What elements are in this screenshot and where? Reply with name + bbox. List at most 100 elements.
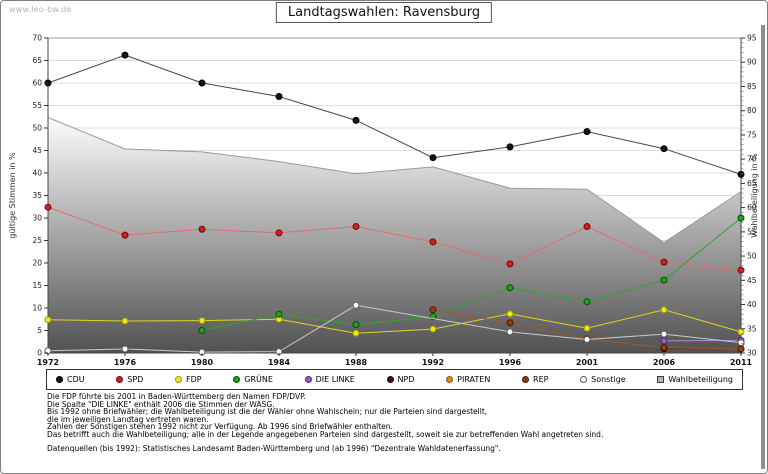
left-axis-title: gültige Stimmen in % [8,152,17,239]
legend-label: REP [533,375,549,384]
point-spd-1980 [198,225,206,233]
legend-label: CDU [67,375,85,384]
year-label: 2006 [653,358,676,367]
legend-item-piraten: PIRATEN [446,375,490,384]
watermark: www.leo-bw.de [9,5,72,14]
year-label: 1984 [268,358,291,367]
right-tick-label: 95 [747,34,757,43]
year-label: 1980 [191,358,214,367]
page-title: Landtagswahlen: Ravensburg [275,2,493,23]
gruene-marker-icon [233,376,241,383]
legend-item-fdp: FDP [175,375,202,384]
point-sonstige-2006 [660,330,668,338]
sonstige-marker-icon [580,376,588,383]
point-gruene-2001 [583,298,591,306]
series-cdu [44,51,745,178]
point-cdu-2006 [660,145,668,153]
footnote-line: die im jeweiligen Landtag vertreten ware… [47,414,209,424]
year-label: 1988 [345,358,368,367]
die-linke-marker-icon [304,376,312,383]
point-fdp-2011 [737,328,745,336]
legend: CDU SPD FDP GRÜNE DIE LINKE NPD PIRATEN REP Sons… [46,369,743,390]
right-tick-label: 85 [747,82,757,91]
npd-marker-icon [386,376,394,383]
point-spd-1992 [429,238,437,246]
window-edge-shadow [761,25,765,469]
fdp-marker-icon [175,376,183,383]
left-tick-label: 55 [32,101,42,110]
left-tick-label: 40 [32,169,42,178]
point-spd-1972 [44,203,52,211]
year-label: 1976 [114,358,137,367]
right-tick-label: 35 [747,324,757,333]
legend-item-sonstige: Sonstige [580,375,626,384]
point-sonstige-1976 [121,345,129,353]
turnout-line [47,117,742,244]
footnote-line: Bis 1992 ohne Briefwähler; die Wahlbetei… [47,407,488,416]
right-tick-label: 30 [747,349,757,358]
point-gruene-2006 [660,276,668,284]
point-gruene-1980 [198,327,206,334]
left-tick-label: 45 [32,146,42,155]
point-sonstige-1996 [506,328,514,336]
left-tick-label: 5 [37,326,42,335]
right-tick-label: 80 [747,106,757,115]
cdu-marker-icon [56,376,63,383]
footnotes: Die FDP führte bis 2001 in Baden-Württem… [47,393,603,453]
legend-item-npd: NPD [386,375,414,384]
year-label: 2011 [730,358,753,367]
point-cdu-1996 [506,143,514,151]
point-sonstige-1988 [352,301,360,309]
point-cdu-1988 [352,116,360,124]
point-fdp-1980 [198,317,206,325]
point-fdp-2001 [583,324,591,332]
point-fdp-1988 [352,329,360,337]
spd-marker-icon [116,376,124,383]
legend-label: Wahlbeteiligung [668,375,733,384]
legend-item-rep: REP [522,375,548,384]
left-tick-label: 50 [32,124,42,133]
source-note: Datenquellen (bis 1992): Statistisches L… [47,444,501,453]
piraten-marker-icon [446,376,454,383]
legend-item-wahlbeteiligung: Wahlbeteiligung [657,375,733,384]
point-fdp-2006 [660,306,668,314]
point-spd-1976 [121,231,129,239]
point-spd-2001 [583,223,591,231]
right-tick-label: 55 [747,227,757,236]
legend-label: SPD [127,375,144,384]
left-tick-label: 70 [32,34,42,43]
legend-item-die-linke: DIE LINKE [304,375,355,384]
legend-label: Sonstige [591,375,626,384]
point-rep-2011 [737,345,745,353]
point-spd-1996 [506,260,514,268]
point-cdu-2011 [737,170,745,178]
point-rep-1996 [506,319,514,327]
point-rep-2006 [660,344,668,352]
rep-marker-icon [522,376,530,383]
left-tick-label: 25 [32,236,42,245]
right-tick-label: 40 [747,300,757,309]
legend-item-gruene: GRÜNE [233,375,273,384]
left-tick-label: 35 [32,191,42,200]
point-fdp-1976 [121,317,129,325]
legend-label: PIRATEN [457,375,491,384]
point-cdu-2001 [583,128,591,136]
point-cdu-1992 [429,154,437,162]
legend-item-spd: SPD [116,375,143,384]
year-label: 2001 [576,358,599,367]
point-sonstige-2011 [737,339,745,347]
election-chart: 0 5 10 15 20 25 30 35 40 45 50 55 60 65 70 30 35 40 45 50 55… [8,34,759,368]
series-sonstige [44,301,745,356]
point-gruene-1996 [506,284,514,292]
year-label: 1992 [422,358,444,367]
right-axis-title: Wahlbeteiligung in % [750,153,759,238]
point-spd-1984 [275,229,283,237]
series-gruene [198,214,745,334]
point-spd-1988 [352,223,360,231]
footnote-line: Das betrifft auch die Wahlbeteiligung; a… [47,429,604,439]
point-sonstige-2001 [583,336,591,343]
point-cdu-1984 [275,93,283,100]
point-gruene-2011 [737,214,745,222]
wahlbeteiligung-marker-icon [657,376,665,383]
